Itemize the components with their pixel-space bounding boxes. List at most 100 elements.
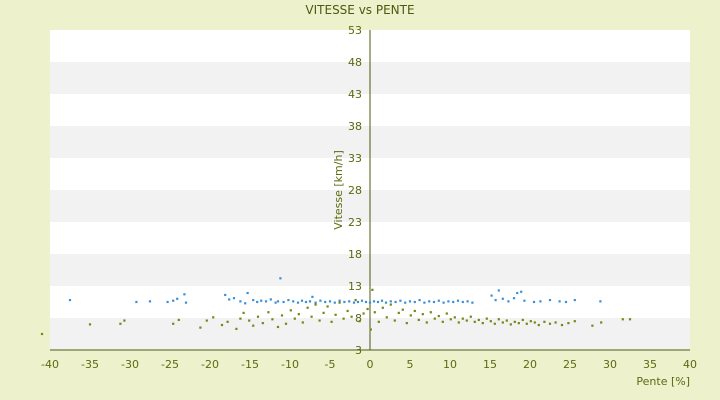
scatter-point <box>377 320 380 323</box>
scatter-point <box>490 294 493 297</box>
scatter-point <box>372 300 376 303</box>
scatter-point <box>621 318 624 321</box>
scatter-point <box>373 311 376 314</box>
scatter-point <box>384 301 388 304</box>
scatter-point <box>360 299 364 302</box>
scatter-point <box>469 315 472 318</box>
scatter-point <box>311 295 314 298</box>
scatter-point <box>282 300 285 304</box>
scatter-point <box>176 297 179 300</box>
scatter-point <box>509 323 512 326</box>
y-tick-label: 38 <box>348 120 362 133</box>
scatter-point <box>352 301 356 304</box>
scatter-point <box>423 301 426 304</box>
x-tick-label: 15 <box>483 358 497 371</box>
scatter-point <box>425 321 428 324</box>
y-tick-label: 33 <box>348 152 362 165</box>
y-tick-label: 28 <box>348 184 362 197</box>
scatter-point <box>421 313 424 316</box>
scatter-point <box>452 300 455 304</box>
scatter-point <box>319 299 322 302</box>
scatter-point <box>224 293 227 297</box>
scatter-point <box>88 323 92 326</box>
scatter-point <box>380 299 384 302</box>
x-tick-label: 40 <box>683 358 697 371</box>
x-tick-label: -35 <box>81 358 99 371</box>
scatter-point <box>433 317 436 320</box>
scatter-point <box>274 301 277 304</box>
scatter-point <box>529 320 532 323</box>
scatter-point <box>314 303 317 306</box>
scatter-point <box>301 321 304 324</box>
scatter-point <box>166 300 169 304</box>
scatter-point <box>532 300 536 304</box>
scatter-point <box>501 297 504 300</box>
scatter-point <box>252 324 255 327</box>
scatter-point <box>437 314 440 318</box>
scatter-point <box>342 317 345 320</box>
scatter-point <box>326 305 329 308</box>
scatter-point <box>385 316 388 319</box>
scatter-point <box>371 288 374 291</box>
scatter-point <box>334 313 337 316</box>
x-tick-labels: -40 -35 -30 -25 -20 -15 -10 -5 0 5 10 15 20 25 30 35 40 <box>41 358 697 371</box>
scatter-point <box>441 320 444 323</box>
x-tick-label: -15 <box>241 358 259 371</box>
y-tick-label: 43 <box>348 88 362 101</box>
scatter-point <box>497 289 500 292</box>
scatter-point <box>567 322 570 325</box>
scatter-point <box>318 319 321 322</box>
scatter-point <box>413 309 416 313</box>
scatter-point <box>350 315 353 318</box>
x-tick-label: 5 <box>407 358 414 371</box>
scatter-point <box>256 315 260 318</box>
scatter-point <box>512 297 516 300</box>
x-tick-label: 0 <box>367 358 374 371</box>
scatter-point <box>493 322 496 325</box>
scatter-point <box>573 298 576 302</box>
scatter-point <box>228 298 231 301</box>
scatter-point <box>418 298 421 302</box>
scatter-points <box>40 277 632 336</box>
scatter-point <box>256 300 259 304</box>
x-tick-label: -20 <box>201 358 219 371</box>
scatter-point <box>394 300 397 304</box>
scatter-point <box>560 323 564 327</box>
scatter-point <box>239 317 242 320</box>
y-tick-label: 23 <box>348 216 362 229</box>
scatter-point <box>220 323 224 327</box>
scatter-point <box>521 318 524 322</box>
scatter-point <box>205 319 208 322</box>
scatter-point <box>456 299 460 302</box>
scatter-point <box>368 301 372 304</box>
scatter-point <box>40 332 44 336</box>
scatter-point <box>333 301 336 304</box>
scatter-point <box>287 298 290 302</box>
scatter-point <box>304 300 308 304</box>
scatter-point <box>417 318 420 322</box>
scatter-point <box>261 322 264 325</box>
scatter-point <box>393 319 396 322</box>
scatter-point <box>354 298 357 302</box>
scatter-point <box>453 316 456 319</box>
scatter-point <box>293 317 296 320</box>
x-axis-label: Pente [%] <box>636 375 690 388</box>
scatter-point <box>172 299 175 302</box>
scatter-point <box>343 300 346 304</box>
scatter-point <box>507 300 510 303</box>
scatter-point <box>369 328 372 331</box>
scatter-point <box>501 321 504 324</box>
scatter-point <box>356 300 360 304</box>
scatter-point <box>244 302 247 305</box>
x-tick-label: -10 <box>281 358 299 371</box>
scatter-point <box>533 321 536 324</box>
scatter-point <box>358 320 361 323</box>
y-tick-label: 13 <box>348 280 362 293</box>
scatter-point <box>310 315 313 318</box>
y-tick-label: 8 <box>355 312 362 325</box>
scatter-point <box>199 326 202 329</box>
x-tick-label: -25 <box>161 358 179 371</box>
scatter-point <box>389 303 392 306</box>
scatter-point <box>276 300 280 303</box>
